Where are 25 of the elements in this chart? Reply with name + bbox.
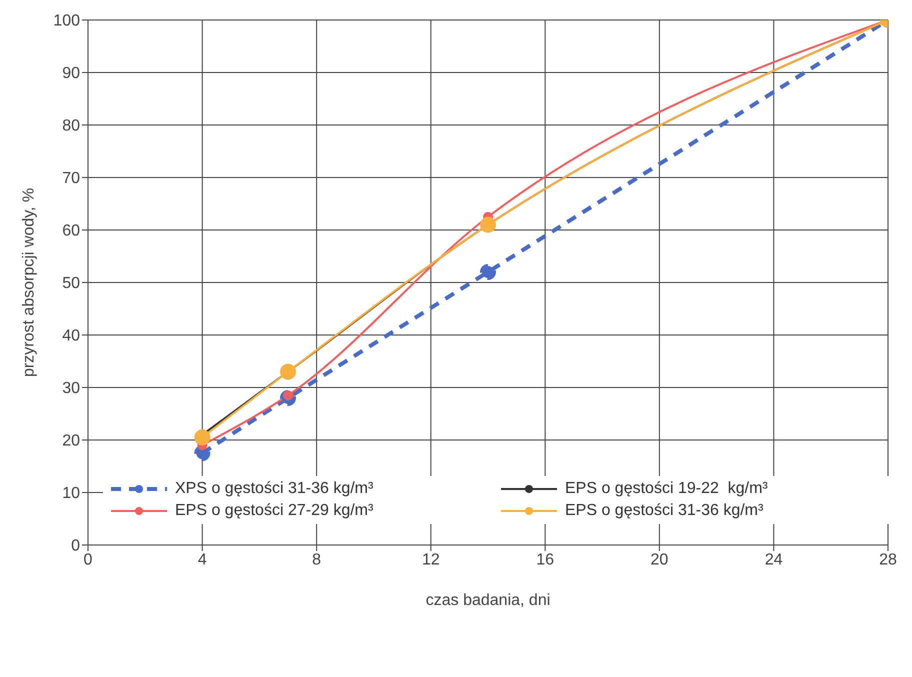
x-tick-label: 8 (312, 551, 322, 568)
y-tick-label: 80 (62, 118, 80, 135)
legend-label: EPS o gęstości 27-29 kg/m³ (175, 502, 374, 520)
y-tick-label: 30 (62, 380, 80, 398)
y-axis-title: przyrost absorpcji wody, % (20, 188, 38, 378)
x-tick-label: 28 (879, 551, 897, 568)
x-tick-label: 12 (422, 551, 440, 568)
x-tick-label: 0 (84, 551, 93, 568)
y-tick-label: 0 (71, 538, 80, 555)
y-tick-label: 20 (62, 432, 80, 450)
x-tick-label: 4 (198, 551, 207, 568)
y-tick-label: 40 (62, 328, 80, 345)
x-tick-label: 16 (536, 551, 554, 568)
y-tick-label: 70 (62, 170, 80, 188)
y-tick-label: 10 (62, 485, 80, 502)
x-axis-title: czas badania, dni (426, 592, 550, 609)
legend-label: EPS o gęstości 19-22 kg/m³ (565, 480, 768, 498)
y-tick-label: 50 (62, 275, 80, 292)
x-tick-label: 24 (764, 551, 783, 568)
legend-label: EPS o gęstości 31-36 kg/m³ (565, 502, 764, 520)
y-tick-label: 100 (53, 12, 80, 30)
y-tick-label: 60 (62, 222, 80, 240)
legend-label: XPS o gęstości 31-36 kg/m³ (175, 480, 374, 498)
y-tick-label: 90 (62, 65, 80, 82)
x-tick-label: 20 (650, 551, 668, 568)
